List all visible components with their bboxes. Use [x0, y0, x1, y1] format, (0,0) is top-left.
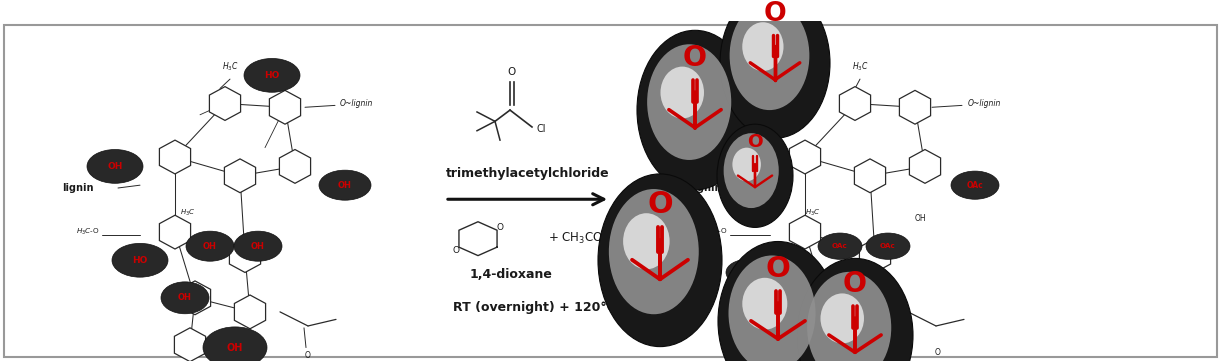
Polygon shape — [805, 328, 835, 362]
Ellipse shape — [797, 258, 913, 362]
Text: HO: HO — [264, 71, 280, 80]
Ellipse shape — [742, 278, 788, 330]
Text: O: O — [683, 44, 707, 72]
Ellipse shape — [807, 272, 891, 362]
Ellipse shape — [823, 275, 867, 302]
Text: lignin: lignin — [62, 183, 94, 193]
Text: RT (overnight) + 120°C (3 days): RT (overnight) + 120°C (3 days) — [453, 301, 678, 314]
Ellipse shape — [724, 133, 779, 208]
Text: OAc: OAc — [967, 181, 983, 190]
Text: O: O — [766, 255, 790, 283]
Polygon shape — [860, 239, 890, 273]
Text: O: O — [763, 1, 786, 27]
Ellipse shape — [637, 30, 753, 190]
Text: + CH$_3$COOH: + CH$_3$COOH — [548, 231, 620, 246]
Polygon shape — [900, 90, 930, 124]
Text: O: O — [842, 270, 867, 298]
Polygon shape — [270, 90, 300, 124]
Text: AcO: AcO — [740, 269, 756, 275]
Text: OAc: OAc — [880, 243, 896, 249]
Polygon shape — [839, 87, 871, 121]
Ellipse shape — [186, 231, 234, 261]
Text: 1,4-dioxane: 1,4-dioxane — [470, 268, 553, 281]
Ellipse shape — [730, 1, 810, 110]
Ellipse shape — [319, 170, 371, 200]
Text: O: O — [647, 190, 673, 219]
Polygon shape — [862, 295, 894, 329]
Text: OH: OH — [915, 214, 926, 223]
Text: $H_3C$: $H_3C$ — [179, 208, 195, 218]
Text: $H_3C$-O: $H_3C$-O — [76, 227, 100, 237]
Polygon shape — [810, 281, 840, 315]
Text: O: O — [453, 245, 459, 254]
Ellipse shape — [609, 189, 698, 314]
Text: trimethylacetylchloride: trimethylacetylchloride — [446, 168, 609, 181]
Ellipse shape — [234, 231, 282, 261]
Polygon shape — [160, 140, 190, 174]
Text: OH: OH — [107, 162, 122, 171]
Polygon shape — [160, 215, 190, 249]
Ellipse shape — [726, 259, 770, 286]
Text: O: O — [305, 351, 311, 360]
Text: O: O — [497, 223, 503, 232]
Text: O~lignin: O~lignin — [339, 99, 374, 108]
Ellipse shape — [161, 282, 209, 314]
Ellipse shape — [647, 44, 731, 160]
Text: O~lignin: O~lignin — [968, 99, 1001, 108]
Text: OAc: OAc — [838, 285, 853, 291]
Ellipse shape — [720, 0, 830, 138]
Text: Cl: Cl — [537, 124, 547, 134]
Polygon shape — [230, 239, 260, 273]
Ellipse shape — [729, 256, 816, 362]
Ellipse shape — [598, 174, 722, 347]
Ellipse shape — [661, 67, 705, 118]
Text: O: O — [747, 133, 763, 151]
Polygon shape — [790, 215, 821, 249]
Ellipse shape — [623, 213, 669, 269]
Ellipse shape — [818, 233, 862, 259]
Ellipse shape — [866, 233, 910, 259]
Polygon shape — [855, 159, 885, 193]
Text: $H_3C$-O: $H_3C$-O — [705, 227, 728, 237]
Text: OAc: OAc — [833, 243, 847, 249]
Polygon shape — [790, 140, 821, 174]
Polygon shape — [234, 295, 266, 329]
Polygon shape — [179, 281, 210, 315]
Text: $H_3C$: $H_3C$ — [222, 60, 238, 72]
Polygon shape — [210, 87, 241, 121]
Text: O: O — [935, 348, 941, 357]
Text: lignin: lignin — [690, 183, 722, 193]
Text: OH: OH — [227, 342, 243, 353]
Text: HO: HO — [132, 256, 148, 265]
Ellipse shape — [821, 294, 864, 344]
Polygon shape — [280, 150, 310, 183]
Ellipse shape — [112, 243, 168, 277]
Ellipse shape — [203, 327, 267, 362]
Polygon shape — [910, 150, 940, 183]
Ellipse shape — [87, 150, 143, 183]
Text: OH: OH — [203, 242, 217, 251]
Polygon shape — [175, 328, 205, 362]
Text: OH: OH — [252, 242, 265, 251]
Text: $H_3C$: $H_3C$ — [805, 208, 821, 218]
Text: $H_3C$: $H_3C$ — [852, 60, 868, 72]
Polygon shape — [225, 159, 255, 193]
Ellipse shape — [733, 148, 761, 181]
Text: O: O — [508, 67, 516, 77]
Ellipse shape — [717, 124, 792, 227]
Ellipse shape — [718, 241, 838, 362]
Ellipse shape — [742, 22, 784, 71]
Text: OH: OH — [338, 181, 352, 190]
Ellipse shape — [951, 171, 999, 199]
Ellipse shape — [244, 58, 300, 92]
Text: OH: OH — [178, 293, 192, 302]
